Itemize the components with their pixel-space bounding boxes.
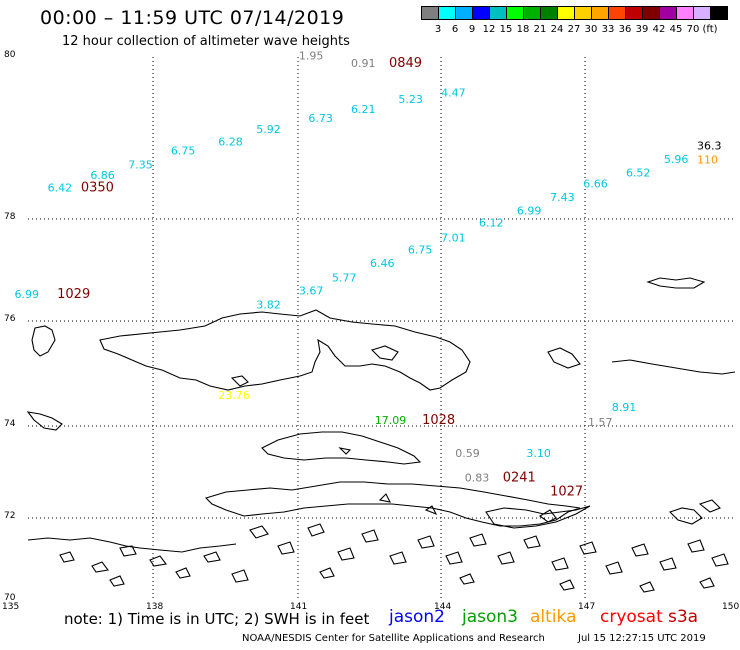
coastline [26, 277, 736, 593]
legend-label: 42 [652, 24, 666, 35]
lat-label: 76 [4, 314, 16, 324]
wave-height-label: 6.99 [14, 288, 39, 301]
wave-height-label: 110 [697, 153, 718, 166]
wave-height-label: 1.57 [588, 416, 613, 429]
chart-subtitle: 12 hour collection of altimeter wave hei… [62, 34, 350, 49]
footer-note: note: 1) Time is in UTC; 2) SWH is in fe… [64, 610, 370, 628]
wave-height-label: 6.73 [308, 112, 333, 125]
credit-line: NOAA/NESDIS Center for Satellite Applica… [242, 633, 545, 644]
chart-title: 00:00 – 11:59 UTC 07/14/2019 [40, 7, 345, 29]
wave-height-label: 0350 [81, 181, 114, 196]
wave-height-label: 1.95 [299, 50, 324, 63]
lon-label: 147 [578, 602, 595, 612]
lon-label: 144 [434, 602, 451, 612]
wave-height-label: 0241 [503, 471, 536, 486]
legend-label: 18 [516, 24, 530, 35]
lat-label: 70 [4, 593, 16, 603]
lon-label: 141 [290, 602, 307, 612]
legend-label: 21 [533, 24, 547, 35]
wave-height-label: 6.21 [351, 103, 376, 116]
wave-height-label: 4.47 [441, 87, 466, 100]
legend-swatch [710, 6, 728, 20]
lon-label: 138 [146, 602, 163, 612]
legend-label: 24 [550, 24, 564, 35]
legend-label: 12 [482, 24, 496, 35]
wave-height-label: 3.10 [526, 447, 551, 460]
wave-height-label: 0.91 [351, 57, 376, 70]
wave-height-label: 3.82 [256, 298, 281, 311]
legend-label: 30 [584, 24, 598, 35]
satellite-jason3: jason3 [462, 607, 518, 627]
wave-height-label: 5.92 [256, 123, 281, 136]
lat-label: 80 [4, 50, 16, 60]
wave-height-label: 6.12 [479, 216, 504, 229]
wave-height-label: 0.59 [455, 447, 480, 460]
wave-height-label: 1029 [57, 287, 90, 302]
wave-height-label: 6.42 [48, 182, 73, 195]
wave-height-label: 1027 [550, 485, 583, 500]
legend-label: 9 [468, 24, 476, 35]
wave-height-label: 6.86 [90, 169, 115, 182]
legend-label: 39 [635, 24, 649, 35]
wave-height-label: 6.28 [218, 136, 243, 149]
legend-label: 70 [686, 24, 700, 35]
wave-height-label: 7.35 [128, 158, 153, 171]
wave-height-label: 5.96 [664, 153, 689, 166]
timestamp: Jul 15 12:27:15 UTC 2019 [578, 633, 706, 644]
wave-height-label: 6.75 [171, 145, 196, 158]
lat-label: 78 [4, 212, 16, 222]
lat-label: 74 [4, 419, 16, 429]
wave-height-label: 7.01 [441, 232, 466, 245]
wave-height-label: 6.52 [626, 166, 651, 179]
wave-height-label: 7.43 [550, 191, 575, 204]
wave-height-label: 17.09 [375, 414, 407, 427]
wave-height-label: 5.77 [332, 271, 357, 284]
graticule [28, 57, 735, 600]
wave-height-label: 23.76 [218, 389, 250, 402]
lon-label: 150 [722, 602, 739, 612]
legend-label: 36 [618, 24, 632, 35]
satellite-altika: altika [530, 607, 577, 627]
legend-label: 3 [434, 24, 442, 35]
wave-height-label: 3.67 [299, 284, 324, 297]
wave-height-label: 6.99 [517, 204, 542, 217]
legend-label: 6 [451, 24, 459, 35]
lat-label: 72 [4, 511, 15, 521]
satellite-cryosat: cryosat [600, 607, 663, 627]
observation-labels: 1.95 0.91 0849 4.47 5.23 6.21 6.73 5.92 6.28 6.75… [14, 50, 721, 500]
lon-label: 135 [2, 602, 19, 612]
legend-label: 15 [499, 24, 513, 35]
wave-height-label: 0.83 [465, 472, 490, 485]
wave-height-label: 6.46 [370, 257, 395, 270]
wave-height-label: 36.3 [697, 139, 722, 152]
legend-label: (ft) [702, 24, 718, 35]
legend-label: 33 [601, 24, 615, 35]
wave-height-label: 6.66 [583, 177, 608, 190]
wave-height-label: 8.91 [612, 401, 637, 414]
wave-height-label: 5.23 [398, 93, 423, 106]
wave-height-label: 1028 [422, 413, 455, 428]
wave-height-label: 0849 [389, 56, 422, 71]
wave-height-label: 6.75 [408, 244, 433, 257]
legend-label: 27 [567, 24, 581, 35]
satellite-jason2: jason2 [389, 607, 445, 627]
legend-label: 45 [669, 24, 683, 35]
satellite-s3a: s3a [668, 607, 699, 627]
